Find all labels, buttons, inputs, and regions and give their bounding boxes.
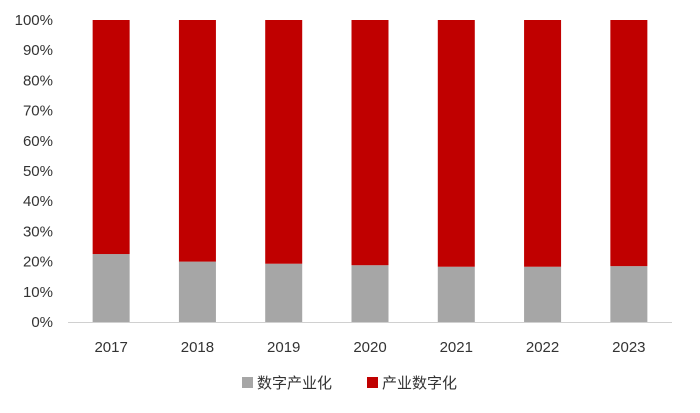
y-tick-label: 80% (23, 72, 53, 89)
y-tick-label: 30% (23, 223, 53, 240)
y-tick-label: 70% (23, 103, 53, 120)
x-tick-label: 2023 (612, 339, 645, 356)
y-tick-label: 10% (23, 284, 53, 301)
x-tick-label: 2019 (267, 339, 300, 356)
y-tick-label: 60% (23, 133, 53, 150)
bar-digital-industrialization-2022 (524, 266, 562, 322)
bar-industrial-digitalization-2019 (265, 20, 303, 264)
y-axis: 0% 10% 20% 30% 40% 50% 60% 70% 80% 90% 100% (15, 12, 53, 331)
x-axis: 2017 2018 2019 2020 2021 2022 2023 (94, 339, 645, 356)
bar-digital-industrialization-2018 (178, 261, 216, 322)
y-tick-label: 0% (31, 314, 53, 331)
y-tick-label: 40% (23, 193, 53, 210)
bar-digital-industrialization-2017 (92, 254, 130, 322)
bar-digital-industrialization-2023 (610, 266, 648, 322)
x-tick-label: 2021 (440, 339, 473, 356)
x-tick-label: 2022 (526, 339, 559, 356)
x-tick-label: 2020 (353, 339, 386, 356)
legend-swatch (367, 377, 378, 388)
y-tick-label: 50% (23, 163, 53, 180)
y-tick-label: 100% (15, 12, 53, 29)
y-tick-label: 90% (23, 42, 53, 59)
bar-industrial-digitalization-2017 (92, 20, 130, 255)
bar-industrial-digitalization-2018 (178, 20, 216, 262)
bar-industrial-digitalization-2022 (524, 20, 562, 267)
x-tick-label: 2017 (94, 339, 127, 356)
legend-swatch (242, 377, 253, 388)
legend-label: 数字产业化 (257, 374, 332, 392)
legend: 数字产业化 产业数字化 (242, 374, 457, 392)
bar-industrial-digitalization-2023 (610, 20, 648, 267)
x-tick-label: 2018 (181, 339, 214, 356)
bar-industrial-digitalization-2020 (351, 20, 389, 266)
bar-digital-industrialization-2021 (437, 266, 475, 322)
legend-label: 产业数字化 (382, 374, 457, 392)
bars-layer (92, 20, 648, 322)
bar-industrial-digitalization-2021 (437, 20, 475, 267)
bar-digital-industrialization-2019 (265, 263, 303, 322)
y-tick-label: 20% (23, 254, 53, 271)
bar-digital-industrialization-2020 (351, 265, 389, 322)
